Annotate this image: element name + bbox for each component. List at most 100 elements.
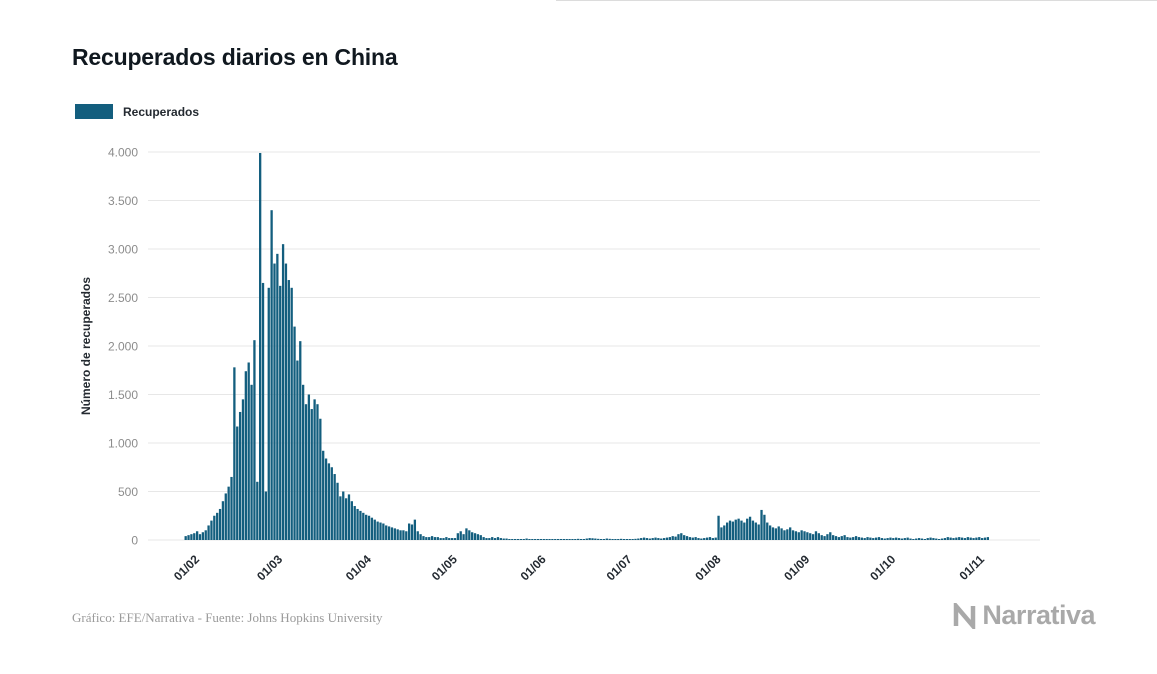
x-tick-label: 01/04 [343,552,374,583]
bar [940,538,944,540]
bar [376,521,379,540]
bar [631,539,634,540]
x-tick-label: 01/03 [254,552,285,583]
bar [972,538,975,540]
bar [198,534,202,540]
bar [379,522,382,540]
bar [528,539,531,540]
narrativa-logo: Narrativa [952,600,1095,631]
bar [433,537,437,540]
bar [938,539,941,540]
bar [442,538,445,540]
x-tick-label: 01/05 [429,552,460,583]
bar [889,537,892,540]
bar [293,326,296,540]
bar [425,537,428,540]
bar [588,538,591,540]
bar [190,534,193,540]
bar [786,529,789,540]
bar [548,539,551,540]
bar [854,536,858,540]
bar [508,539,511,540]
bar [405,531,408,540]
bar [201,532,205,540]
bar [273,263,276,540]
bar [602,539,606,540]
bar [347,494,351,540]
bar [863,538,866,540]
bar [969,537,972,540]
bar [605,538,608,540]
bar [829,532,832,540]
bar [946,537,949,540]
bar [717,515,720,540]
bar [780,528,783,540]
bar [276,253,279,540]
bar [496,537,500,540]
bar [897,538,901,540]
bar [193,533,196,540]
bar [204,530,207,540]
bar [708,537,712,540]
narrativa-wordmark: Narrativa [982,600,1095,630]
bar [319,418,322,540]
bar [456,533,459,540]
bar [554,539,557,540]
bar [791,530,795,540]
bar [895,537,898,540]
bar [413,519,417,540]
bar [574,539,577,540]
bar [734,519,737,540]
bar [983,537,987,540]
bar [869,537,872,540]
bar [657,538,660,540]
bar [238,411,242,540]
bar [579,539,583,540]
bar [284,263,288,540]
bar [436,537,439,540]
bar [350,501,353,540]
bar [387,526,391,540]
bar [313,399,316,540]
bar [502,538,505,540]
bar [975,537,978,540]
bar [281,244,285,540]
bar [279,285,282,540]
bar [622,539,626,540]
bar [800,530,803,540]
bar [960,537,964,540]
bar [926,538,929,540]
bar [906,537,909,540]
bar [774,528,778,540]
bar [514,539,517,540]
bar [834,536,838,540]
bar [233,367,236,540]
bar [932,538,935,540]
bar [634,538,637,540]
legend-swatch [75,104,113,119]
bar [187,535,190,540]
bar [519,539,523,540]
bar [814,531,818,540]
bar [545,539,548,540]
bar [568,539,571,540]
bar [674,536,677,540]
bar [482,537,485,540]
bar [952,538,955,540]
y-tick-label: 4.000 [108,146,138,160]
bar [677,534,680,540]
bar [471,532,474,540]
bar [920,538,924,540]
bar [476,534,480,540]
bar [224,493,227,540]
bar [468,530,471,540]
bar [915,538,918,540]
bar [866,537,869,540]
bar [261,282,265,540]
bar [499,538,502,540]
bar [591,538,594,540]
bar [723,525,726,540]
y-tick-label: 1.500 [108,388,138,402]
bar [316,404,319,540]
bar [654,537,657,540]
